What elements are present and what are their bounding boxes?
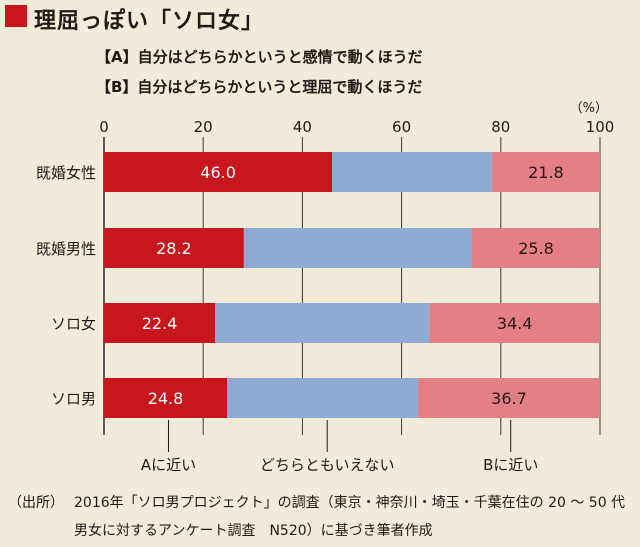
title-marker-icon <box>5 5 27 27</box>
source-line-2: 男女に対するアンケート調査 N520）に基づき筆者作成 <box>74 523 433 539</box>
data-label: 22.4 <box>142 314 178 333</box>
bar-segment-a <box>104 303 216 343</box>
data-label: 36.7 <box>491 389 527 408</box>
bar-segment-middle <box>215 303 430 343</box>
category-label: ソロ女 <box>51 315 96 333</box>
x-tick-label: 20 <box>194 118 213 136</box>
legend-b: 【B】自分はどちらかというと理屈で動くほうだ <box>96 78 423 96</box>
data-label: 24.8 <box>148 389 184 408</box>
bar-segment-a <box>104 228 244 268</box>
category-label: ソロ男 <box>51 390 96 408</box>
bar-segment-middle <box>332 152 492 192</box>
bar-segment-middle <box>227 378 418 418</box>
bar-segment-middle <box>243 228 473 268</box>
data-label: 21.8 <box>528 163 564 182</box>
category-label: 既婚男性 <box>36 240 96 258</box>
x-tick-label: 60 <box>392 118 411 136</box>
title-bar: 理屈っぽい「ソロ女」 <box>0 0 640 34</box>
bottom-label: どちらともいえない <box>260 456 395 474</box>
bottom-label: Bに近い <box>483 456 538 474</box>
chart-title: 理屈っぽい「ソロ女」 <box>34 9 265 34</box>
x-tick-label: 80 <box>491 118 510 136</box>
source-label: （出所） <box>8 495 64 511</box>
category-label: 既婚女性 <box>36 164 96 182</box>
source-line-1: 2016年「ソロ男プロジェクト」の調査（東京・神奈川・埼玉・千葉在住の 20 ～… <box>74 495 626 511</box>
legend-a: 【A】自分はどちらかというと感情で動くほうだ <box>96 48 423 66</box>
bar-segment-a <box>104 152 333 192</box>
data-label: 28.2 <box>156 239 192 258</box>
bar-segment-a <box>104 378 228 418</box>
unit-label: （%） <box>570 101 608 116</box>
data-label: 46.0 <box>200 163 236 182</box>
x-tick-label: 40 <box>293 118 312 136</box>
bar-segment-b <box>429 303 600 343</box>
x-tick-label: 0 <box>99 118 109 136</box>
bottom-label: Aに近い <box>141 456 196 474</box>
x-tick-label: 100 <box>586 118 615 136</box>
bar-segment-b <box>417 378 600 418</box>
bar-segment-b <box>472 228 600 268</box>
bar-segment-b <box>491 152 600 192</box>
data-label: 34.4 <box>497 314 533 333</box>
data-label: 25.8 <box>518 239 554 258</box>
